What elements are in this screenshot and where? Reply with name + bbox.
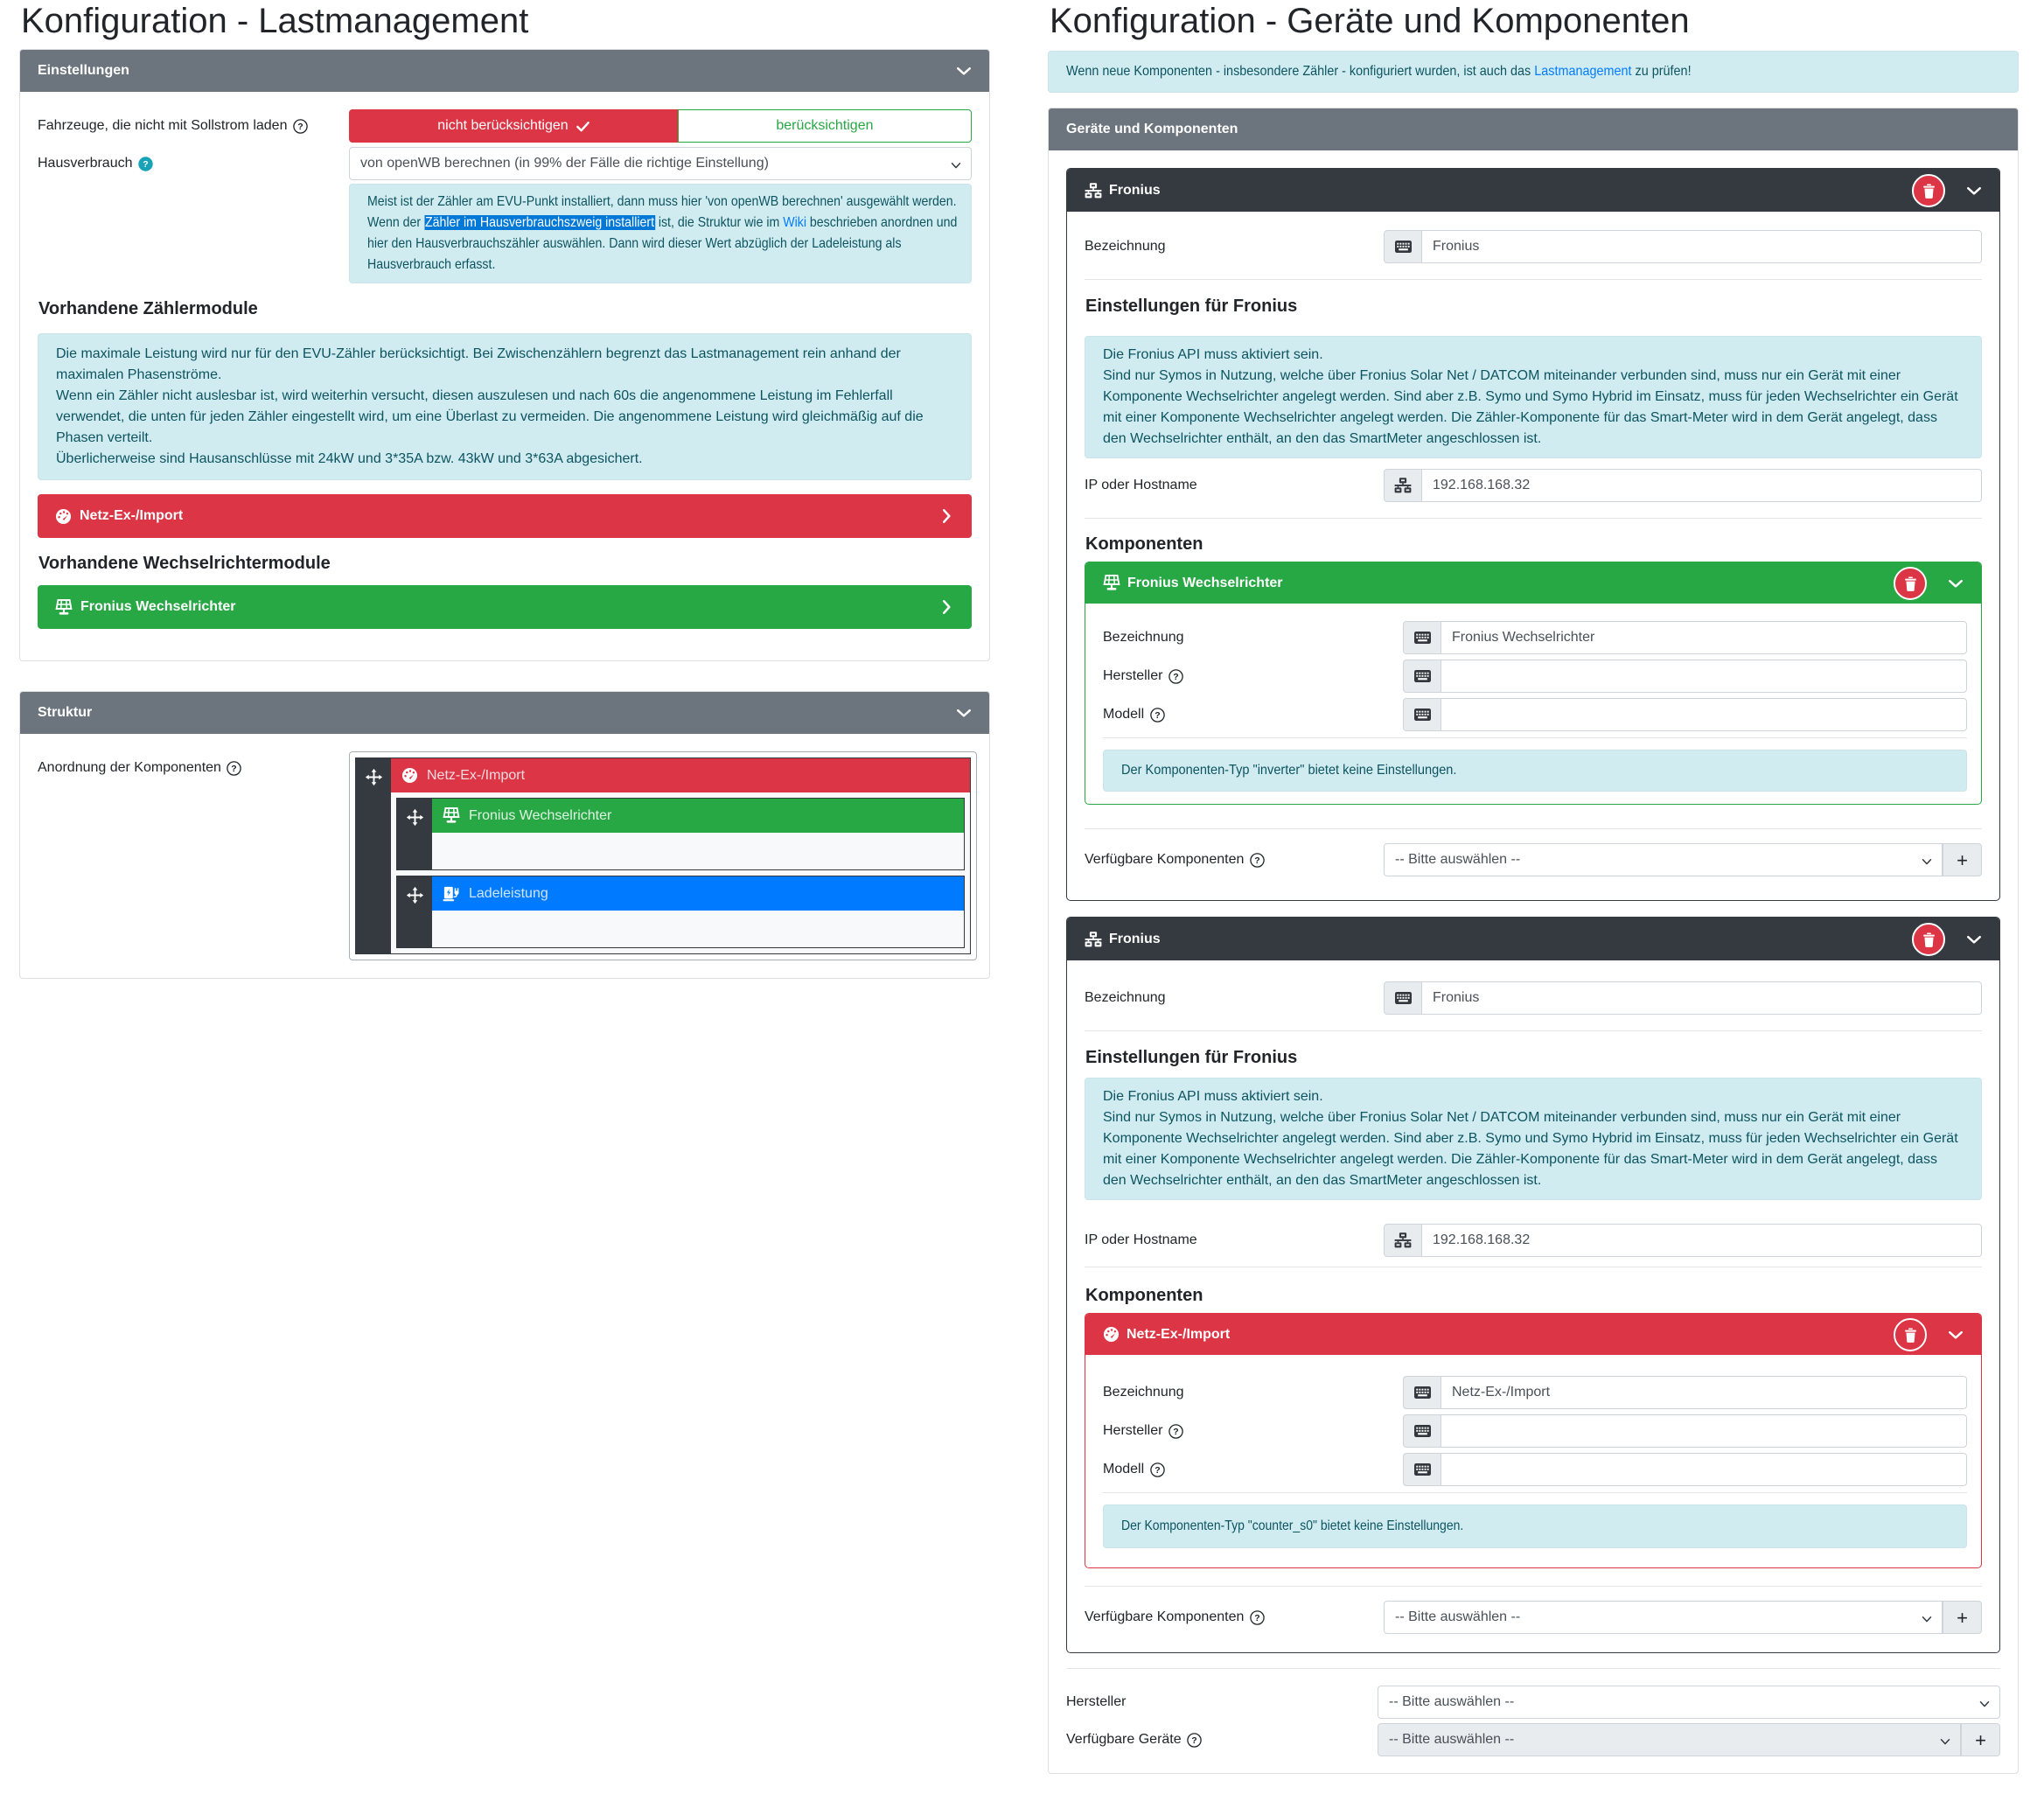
svg-text:?: ? — [1155, 1465, 1160, 1476]
svg-text:?: ? — [143, 159, 148, 170]
svg-text:?: ? — [1173, 1427, 1178, 1437]
svg-text:?: ? — [1173, 672, 1178, 682]
svg-text:?: ? — [1254, 1613, 1259, 1623]
svg-text:?: ? — [232, 764, 237, 774]
svg-text:?: ? — [1254, 855, 1259, 866]
svg-text:?: ? — [297, 122, 303, 132]
svg-text:?: ? — [1191, 1735, 1196, 1746]
svg-text:?: ? — [1155, 710, 1160, 721]
